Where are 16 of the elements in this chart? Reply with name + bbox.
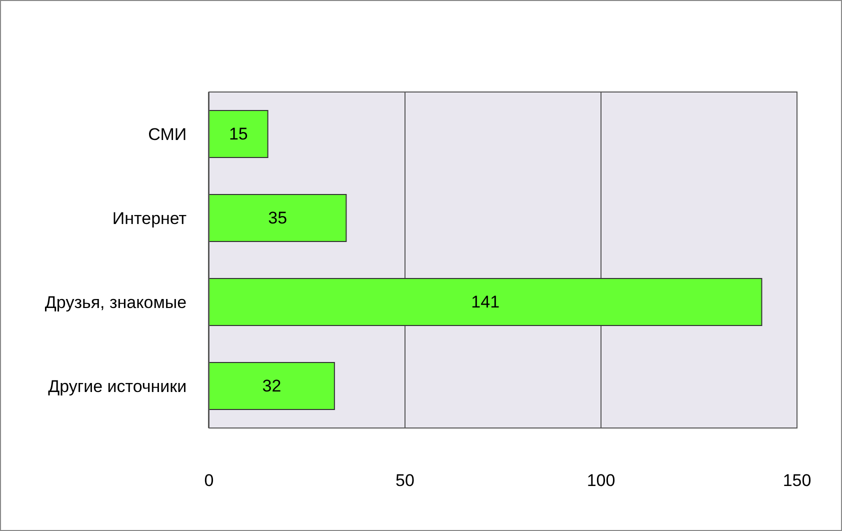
data-label: 141	[471, 292, 500, 312]
bar	[209, 194, 347, 242]
x-tick-label: 50	[396, 471, 414, 490]
x-tick-label: 0	[204, 471, 214, 490]
y-tick-label: Интернет	[112, 208, 187, 228]
bar	[209, 362, 335, 410]
bar	[209, 110, 268, 158]
data-label: 32	[262, 376, 282, 396]
y-tick-label: Другие источники	[48, 376, 187, 396]
y-tick-label: СМИ	[148, 124, 187, 144]
x-tick-label: 150	[782, 471, 812, 490]
x-tick-label: 100	[586, 471, 616, 490]
y-tick-label: Друзья, знакомые	[44, 292, 187, 312]
data-label: 15	[228, 124, 248, 144]
data-label: 35	[268, 208, 288, 228]
bar	[209, 278, 762, 326]
